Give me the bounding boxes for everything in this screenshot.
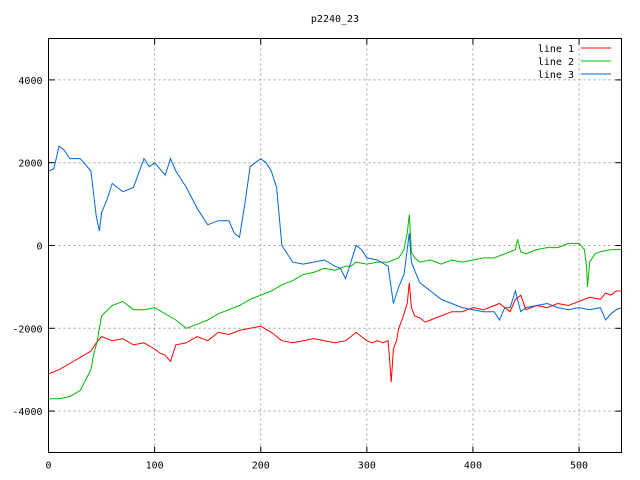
- legend-label: line 2: [538, 57, 574, 68]
- x-tick-label: 300: [358, 461, 376, 472]
- grid-lines: [48, 38, 622, 453]
- x-tick-label: 200: [252, 461, 270, 472]
- y-tick-label: 0: [36, 242, 42, 253]
- series-layer: [48, 145, 622, 400]
- x-tick-label: 0: [45, 461, 51, 472]
- legend-label: line 3: [538, 70, 574, 81]
- y-tick-label: -4000: [12, 407, 42, 418]
- series-2-line: [48, 214, 622, 400]
- ticks-layer: 0 100 200 300 400 500 -4000 -2000 0 2000 4000: [12, 38, 622, 472]
- x-tick-label: 100: [146, 461, 164, 472]
- y-tick-label: -2000: [12, 324, 42, 335]
- x-tick-label: 500: [570, 461, 588, 472]
- y-tick-label: 4000: [18, 76, 42, 87]
- legend-label: line 1: [538, 44, 574, 55]
- y-tick-label: 2000: [18, 159, 42, 170]
- series-3-line: [48, 145, 622, 322]
- legend: line 1 line 2 line 3: [538, 44, 611, 81]
- x-tick-label: 400: [464, 461, 482, 472]
- series-1-line: [48, 282, 622, 383]
- chart-title: p2240_23: [311, 14, 359, 25]
